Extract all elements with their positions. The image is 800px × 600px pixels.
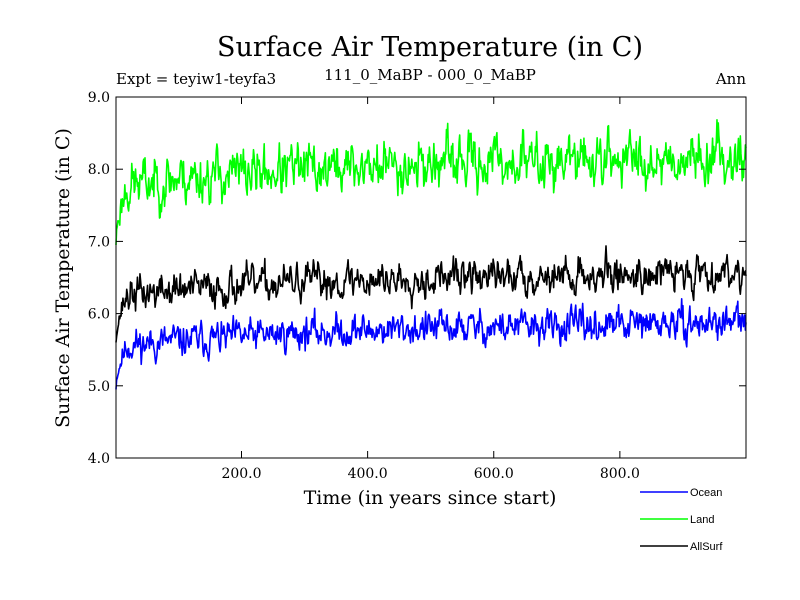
y-tick-label: 9.0 — [88, 90, 110, 106]
plot-frame — [115, 96, 747, 459]
x-tick-label: 800.0 — [600, 466, 640, 482]
y-tick-label: 4.0 — [88, 451, 110, 467]
x-tick-label: 200.0 — [221, 466, 261, 482]
series-line-ocean — [115, 297, 747, 390]
x-tick-label: 600.0 — [474, 466, 514, 482]
legend-label-land: Land — [690, 514, 714, 526]
legend-label-allsurf: AllSurf — [690, 541, 723, 553]
y-axis-label: Surface Air Temperature (in C) — [52, 128, 74, 428]
chart-title: Surface Air Temperature (in C) — [217, 32, 643, 63]
legend-label-ocean: Ocean — [690, 487, 722, 499]
x-axis: 200.0 400.0 600.0 800.0 — [221, 97, 640, 482]
y-tick-label: 8.0 — [88, 162, 110, 178]
x-axis-label: Time (in years since start) — [304, 487, 557, 509]
experiment-label: Expt = teyiw1-teyfa3 — [116, 70, 276, 88]
period-label: 111_0_MaBP - 000_0_MaBP — [324, 66, 536, 84]
plot-lines — [115, 118, 747, 390]
x-tick-label: 400.0 — [348, 466, 388, 482]
season-label: Ann — [715, 70, 746, 88]
series-line-allsurf — [115, 245, 747, 343]
series-line-land — [115, 118, 747, 246]
y-axis: 4.0 5.0 6.0 7.0 8.0 9.0 — [88, 90, 746, 467]
y-tick-label: 5.0 — [88, 379, 110, 395]
y-tick-label: 7.0 — [88, 234, 110, 250]
y-tick-label: 6.0 — [88, 307, 110, 323]
legend: Ocean Land AllSurf — [640, 487, 723, 553]
